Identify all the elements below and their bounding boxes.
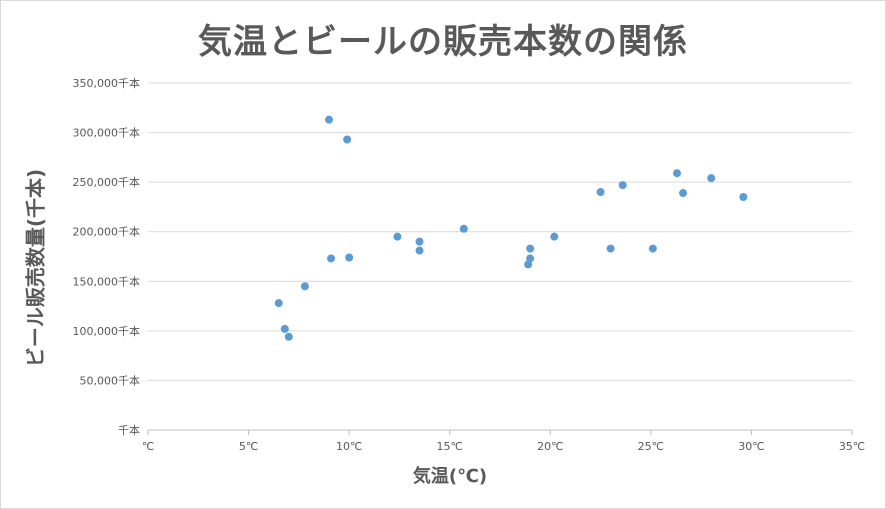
- y-tick-labels: 千本 50,000千本 100,000千本 150,000千本 200,000千本 250…: [73, 76, 141, 437]
- data-point: [550, 232, 559, 241]
- data-point: [280, 324, 289, 333]
- x-tick-labels: ℃ 5℃ 10℃ 15℃ 20℃ 25℃ 30℃ 35℃: [142, 440, 865, 453]
- y-tick-label: 200,000千本: [73, 225, 141, 239]
- gridlines: [148, 82, 852, 381]
- data-points: [274, 115, 748, 341]
- x-tick-label: 10℃: [336, 440, 362, 453]
- x-axis-title: 気温(℃): [412, 466, 488, 487]
- data-point: [526, 244, 535, 253]
- data-point: [393, 232, 402, 241]
- data-point: [739, 193, 748, 202]
- x-tick-label: 35℃: [839, 440, 865, 453]
- y-tick-label: 千本: [118, 423, 140, 437]
- y-tick-label: 300,000千本: [73, 126, 141, 140]
- data-point: [596, 188, 605, 197]
- data-point: [284, 332, 293, 341]
- data-point: [707, 174, 716, 183]
- x-tick-label: 25℃: [638, 440, 664, 453]
- data-point: [648, 244, 657, 253]
- x-tick-label: 15℃: [437, 440, 463, 453]
- data-point: [300, 282, 309, 291]
- y-tick-label: 150,000千本: [73, 274, 141, 288]
- data-point: [526, 254, 535, 263]
- data-point: [673, 169, 682, 178]
- data-point: [679, 189, 688, 198]
- y-axis-title: ビール販売数量(千本): [23, 168, 48, 368]
- data-point: [345, 253, 354, 262]
- x-tick-label: ℃: [142, 440, 154, 453]
- data-point: [274, 299, 283, 308]
- data-point: [415, 237, 424, 246]
- y-tick-label: 100,000千本: [73, 324, 141, 338]
- y-tick-label: 50,000千本: [80, 373, 141, 387]
- x-tick-label: 20℃: [537, 440, 563, 453]
- y-tick-label: 350,000千本: [73, 76, 141, 90]
- data-point: [327, 254, 336, 263]
- data-point: [606, 244, 615, 253]
- chart-title: 気温とビールの販売本数の関係: [198, 22, 688, 62]
- axes: [147, 429, 853, 435]
- data-point: [618, 181, 627, 190]
- data-point: [325, 115, 334, 124]
- data-point: [459, 224, 468, 233]
- x-tick-label: 5℃: [239, 440, 258, 453]
- y-tick-label: 250,000千本: [73, 175, 141, 189]
- data-point: [415, 246, 424, 255]
- x-tick-label: 30℃: [738, 440, 764, 453]
- data-point: [343, 135, 352, 144]
